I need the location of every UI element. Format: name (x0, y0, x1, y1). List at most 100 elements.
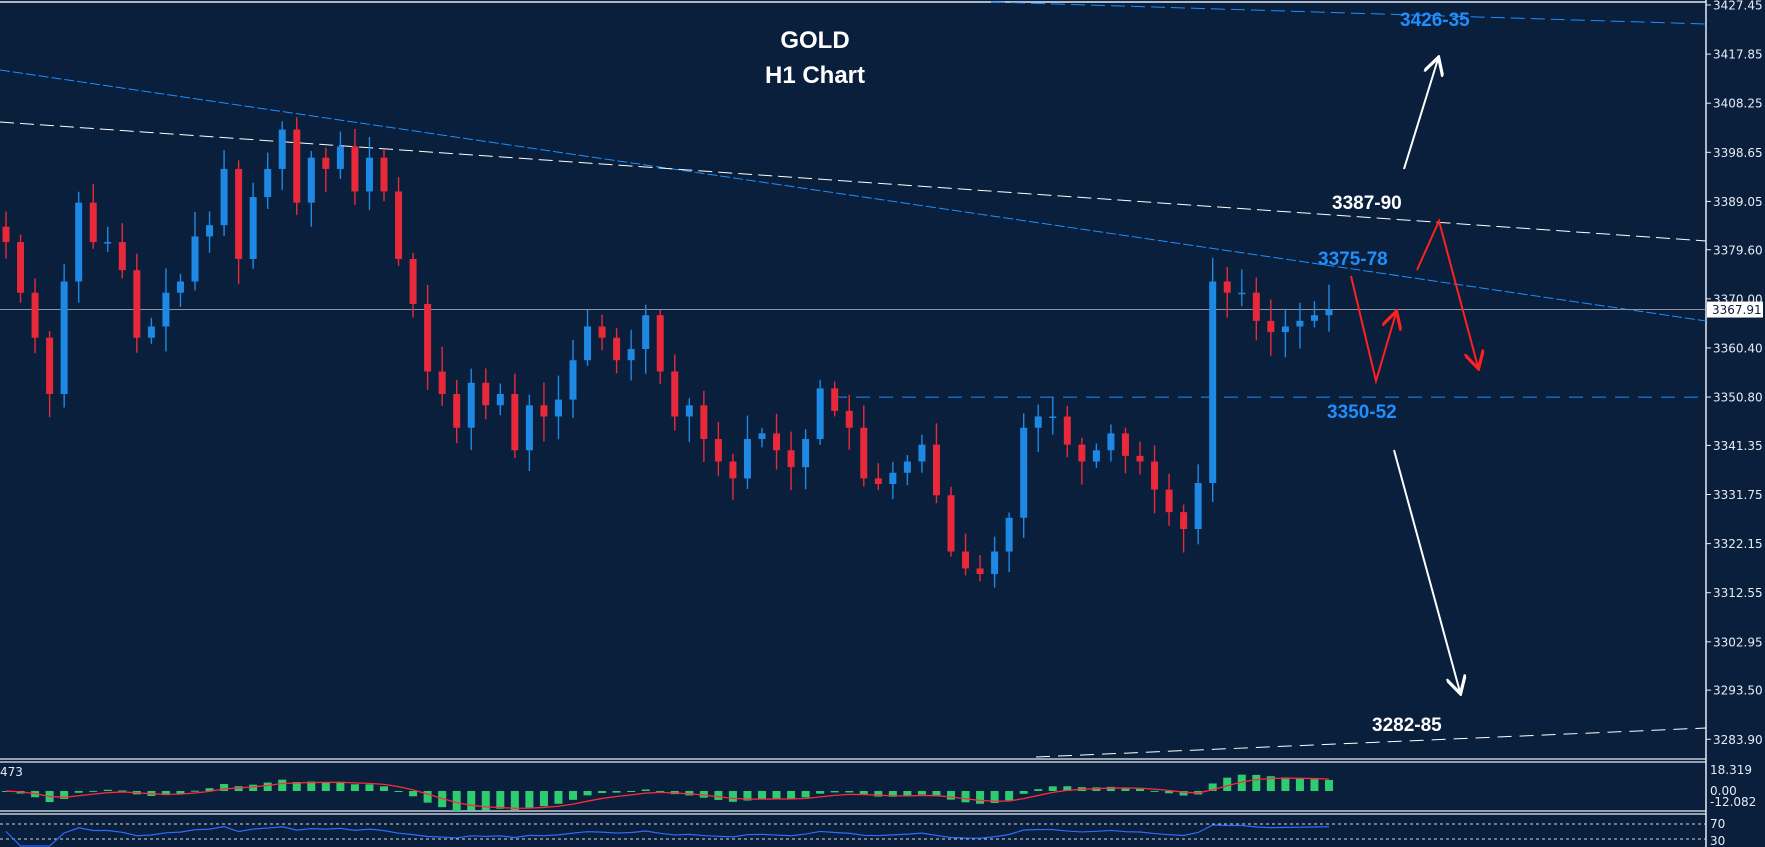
macd-histogram-bar (89, 790, 98, 792)
macd-histogram-bar (801, 791, 810, 798)
macd-tick-min: -12.082 (1710, 795, 1756, 809)
candle-body (31, 292, 39, 338)
candle (220, 150, 228, 237)
candle (438, 346, 446, 406)
candle (278, 121, 286, 190)
scenario-path-rally-rejection (1416, 218, 1478, 367)
candle (17, 234, 25, 303)
candle (424, 284, 432, 390)
candle-body (889, 472, 897, 485)
rsi-tick-70: 70 (1710, 817, 1725, 831)
candle (322, 147, 330, 193)
candle (1267, 299, 1275, 356)
macd-histogram-bar (191, 790, 199, 792)
candle-body (278, 129, 286, 169)
macd-histogram-bar (1310, 779, 1319, 791)
rsi-panel (0, 823, 1706, 847)
macd-label: 473 (0, 765, 23, 779)
candle (1005, 512, 1013, 573)
candle (409, 252, 417, 318)
candle (700, 390, 708, 462)
candle-body (932, 444, 940, 496)
candle-body (831, 388, 839, 411)
candle-body (1063, 416, 1071, 445)
macd-histogram-bar (1266, 776, 1275, 791)
candle-body (220, 168, 228, 226)
macd-histogram-bar (60, 791, 69, 799)
upper-resistance-line[interactable] (990, 1, 1707, 25)
candle (554, 375, 562, 440)
macd-histogram-bar (758, 791, 766, 800)
lower-support-line[interactable] (1035, 727, 1707, 758)
macd-histogram-bar (1237, 774, 1246, 791)
macd-histogram-bar (74, 791, 83, 793)
candle-body (496, 393, 504, 406)
candle (482, 368, 490, 420)
candle-body (133, 270, 141, 338)
candle-body (424, 303, 432, 372)
candle-body (598, 326, 606, 338)
descending-trendline-blue[interactable] (0, 69, 1707, 322)
current-price-label: 3367.91 (1707, 301, 1763, 318)
macd-histogram-bar (1005, 791, 1014, 801)
candle-body (453, 393, 461, 428)
macd-histogram-bar (1048, 786, 1057, 791)
macd-histogram-bar (350, 784, 359, 791)
macd-histogram-bar (990, 791, 999, 803)
macd-histogram-bar (481, 791, 490, 811)
bullish-arrow (1403, 59, 1438, 170)
candle-body (1136, 455, 1144, 462)
candle-body (1325, 309, 1333, 316)
macd-histogram-bar (714, 791, 723, 800)
candle-body (2, 226, 10, 243)
candle (947, 486, 955, 557)
candle-body (1165, 489, 1173, 513)
candle (467, 368, 475, 451)
candle (133, 253, 141, 353)
candle (758, 427, 766, 448)
candle (627, 329, 635, 381)
macd-histogram-bar (1019, 791, 1028, 794)
macd-histogram-bar (888, 791, 897, 797)
candle-body (307, 157, 315, 203)
macd-histogram-bar (1121, 787, 1130, 791)
candle (1151, 445, 1159, 514)
level-label-3375-78: 3375-78 (1318, 249, 1388, 270)
candle (773, 413, 781, 470)
candle (1310, 301, 1318, 328)
candle-body (1238, 292, 1246, 295)
macd-histogram-bar (1252, 774, 1261, 791)
macd-histogram-bar (1063, 786, 1072, 791)
candle-body (395, 191, 403, 259)
candle-body (627, 348, 635, 361)
candle (395, 177, 403, 266)
macd-histogram-bar (394, 791, 403, 792)
candle-body (729, 461, 737, 479)
macd-histogram-bar (874, 791, 883, 797)
candle-body (671, 371, 679, 417)
macd-histogram-bar (743, 791, 752, 801)
candle-body (118, 242, 126, 271)
candle (903, 455, 911, 486)
candle-body (482, 382, 490, 406)
candle-body (1267, 320, 1275, 333)
candle-body (1310, 315, 1318, 321)
candle (1136, 441, 1144, 475)
macd-histogram-bar (947, 791, 955, 800)
candle (918, 434, 926, 473)
macd-histogram-bar (932, 791, 941, 797)
candle-body (685, 405, 693, 417)
candle-body (1034, 416, 1042, 428)
candle-body (525, 405, 533, 451)
candle (380, 149, 388, 202)
macd-histogram-bar (525, 791, 534, 808)
macd-histogram-bar (161, 791, 170, 796)
candle-body (1005, 517, 1013, 552)
macd-histogram-bar (903, 791, 912, 797)
candle-body (787, 450, 795, 468)
candle-body (365, 157, 373, 192)
candle (685, 398, 693, 442)
candle (1223, 266, 1231, 318)
macd-histogram-bar (249, 784, 258, 791)
